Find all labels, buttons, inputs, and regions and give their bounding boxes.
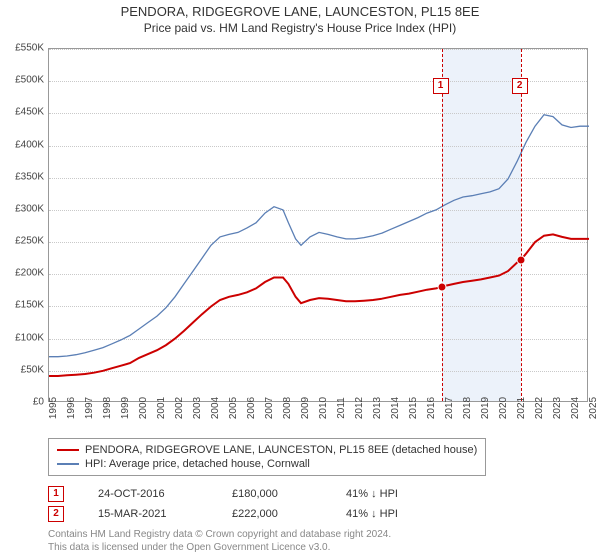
sale-row: 2 15-MAR-2021 £222,000 41% ↓ HPI (48, 504, 398, 524)
y-axis-label: £350K (4, 171, 44, 182)
sale-vline (521, 49, 522, 401)
x-axis-label: 2002 (174, 397, 178, 419)
x-axis-label: 2000 (138, 397, 142, 419)
x-axis-label: 2023 (552, 397, 556, 419)
x-axis-label: 2010 (318, 397, 322, 419)
y-axis-label: £400K (4, 139, 44, 150)
sale-marker-1: 1 (433, 78, 449, 94)
sale-price: £180,000 (232, 488, 312, 500)
x-axis-label: 2019 (480, 397, 484, 419)
legend: PENDORA, RIDGEGROVE LANE, LAUNCESTON, PL… (48, 438, 486, 476)
x-axis-label: 2012 (354, 397, 358, 419)
x-axis-label: 2011 (336, 397, 340, 419)
y-axis-label: £100K (4, 332, 44, 343)
chart-subtitle: Price paid vs. HM Land Registry's House … (0, 21, 600, 35)
legend-swatch (57, 449, 79, 451)
y-axis-label: £0 (4, 397, 44, 408)
y-axis-label: £250K (4, 236, 44, 247)
sale-index: 1 (48, 486, 64, 502)
legend-item: PENDORA, RIDGEGROVE LANE, LAUNCESTON, PL… (57, 443, 477, 457)
sale-vline (442, 49, 443, 401)
legend-label: PENDORA, RIDGEGROVE LANE, LAUNCESTON, PL… (85, 444, 477, 456)
sale-dot (517, 257, 524, 264)
sale-price: £222,000 (232, 508, 312, 520)
x-axis-label: 2025 (588, 397, 592, 419)
x-axis-label: 2008 (282, 397, 286, 419)
x-axis-label: 2018 (462, 397, 466, 419)
x-axis-label: 2017 (444, 397, 448, 419)
series-hpi (49, 115, 589, 357)
x-axis-label: 1998 (102, 397, 106, 419)
chart: £0£50K£100K£150K£200K£250K£300K£350K£400… (48, 48, 588, 402)
x-axis-label: 2013 (372, 397, 376, 419)
line-series (49, 49, 589, 403)
sale-index: 2 (48, 506, 64, 522)
y-axis-label: £500K (4, 75, 44, 86)
x-axis-label: 2020 (498, 397, 502, 419)
y-axis-label: £550K (4, 43, 44, 54)
legend-item: HPI: Average price, detached house, Corn… (57, 457, 477, 471)
sale-date: 24-OCT-2016 (98, 488, 198, 500)
x-axis-label: 2007 (264, 397, 268, 419)
x-axis-label: 1999 (120, 397, 124, 419)
sale-delta: 41% ↓ HPI (346, 508, 398, 520)
sales-table: 1 24-OCT-2016 £180,000 41% ↓ HPI 2 15-MAR-202… (48, 484, 398, 524)
y-axis-label: £450K (4, 107, 44, 118)
footer-line-2: This data is licensed under the Open Gov… (48, 541, 391, 554)
x-axis-label: 2006 (246, 397, 250, 419)
footer-attribution: Contains HM Land Registry data © Crown c… (48, 528, 391, 554)
x-axis-label: 1997 (84, 397, 88, 419)
x-axis-label: 2009 (300, 397, 304, 419)
x-axis-label: 2022 (534, 397, 538, 419)
y-axis-label: £150K (4, 300, 44, 311)
x-axis-label: 1996 (66, 397, 70, 419)
x-axis-label: 2024 (570, 397, 574, 419)
x-axis-label: 2015 (408, 397, 412, 419)
x-axis-label: 2001 (156, 397, 160, 419)
footer-line-1: Contains HM Land Registry data © Crown c… (48, 528, 391, 541)
x-axis-label: 2003 (192, 397, 196, 419)
x-axis-label: 2014 (390, 397, 394, 419)
x-axis-label: 1995 (48, 397, 52, 419)
y-axis-label: £50K (4, 364, 44, 375)
y-axis-label: £200K (4, 268, 44, 279)
legend-label: HPI: Average price, detached house, Corn… (85, 458, 310, 470)
legend-swatch (57, 463, 79, 465)
sale-date: 15-MAR-2021 (98, 508, 198, 520)
x-axis-label: 2004 (210, 397, 214, 419)
sale-delta: 41% ↓ HPI (346, 488, 398, 500)
sale-marker-2: 2 (512, 78, 528, 94)
series-property (49, 234, 589, 376)
chart-title: PENDORA, RIDGEGROVE LANE, LAUNCESTON, PL… (0, 4, 600, 19)
x-axis-label: 2016 (426, 397, 430, 419)
plot-area (48, 48, 588, 402)
sale-row: 1 24-OCT-2016 £180,000 41% ↓ HPI (48, 484, 398, 504)
sale-dot (438, 284, 445, 291)
x-axis-label: 2005 (228, 397, 232, 419)
x-axis-label: 2021 (516, 397, 520, 419)
y-axis-label: £300K (4, 203, 44, 214)
